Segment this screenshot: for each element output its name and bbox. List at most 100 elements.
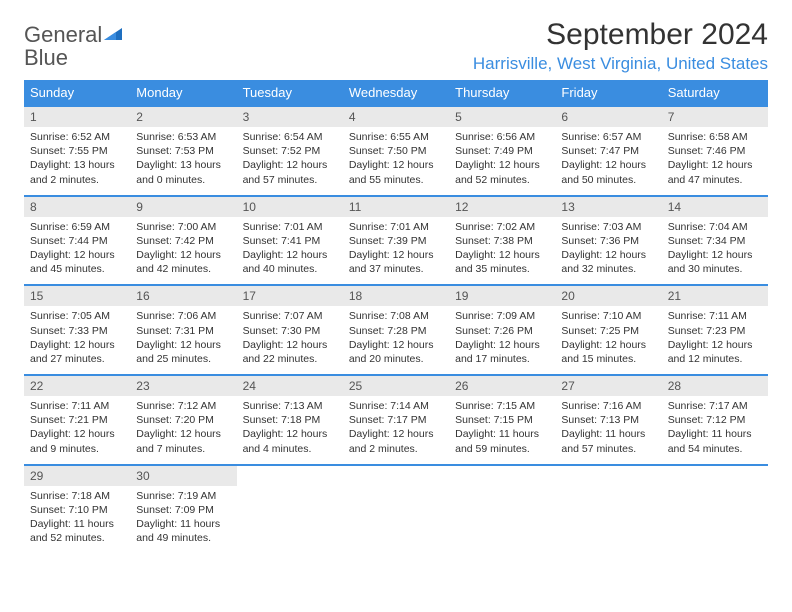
day-content-cell: Sunrise: 7:00 AMSunset: 7:42 PMDaylight:… — [130, 217, 236, 285]
daylight-line: Daylight: 13 hours and 2 minutes. — [30, 158, 124, 186]
daylight-line: Daylight: 12 hours and 52 minutes. — [455, 158, 549, 186]
daylight-line: Daylight: 12 hours and 2 minutes. — [349, 427, 443, 455]
day-content-cell: Sunrise: 7:19 AMSunset: 7:09 PMDaylight:… — [130, 486, 236, 554]
day-number-cell: 29 — [24, 464, 130, 486]
daylight-line: Daylight: 12 hours and 15 minutes. — [561, 338, 655, 366]
sunset-line: Sunset: 7:41 PM — [243, 234, 337, 248]
sunset-line: Sunset: 7:34 PM — [668, 234, 762, 248]
sunrise-value: 7:02 AM — [497, 221, 536, 233]
day-number-cell: 25 — [343, 374, 449, 396]
sunset-value: 7:42 PM — [175, 235, 214, 247]
sunrise-line: Sunrise: 7:13 AM — [243, 399, 337, 413]
sunrise-label: Sunrise: — [30, 310, 69, 322]
sunrise-label: Sunrise: — [30, 131, 69, 143]
daylight-line: Daylight: 12 hours and 47 minutes. — [668, 158, 762, 186]
header: General Blue September 2024 Harrisville,… — [24, 18, 768, 74]
sunset-line: Sunset: 7:46 PM — [668, 144, 762, 158]
day-number-cell: 12 — [449, 195, 555, 217]
day-content-row: Sunrise: 6:52 AMSunset: 7:55 PMDaylight:… — [24, 127, 768, 195]
sunset-label: Sunset: — [136, 325, 172, 337]
daylight-label: Daylight: — [561, 249, 602, 261]
daylight-label: Daylight: — [668, 249, 709, 261]
sunrise-value: 6:53 AM — [178, 131, 217, 143]
daylight-line: Daylight: 11 hours and 57 minutes. — [561, 427, 655, 455]
daylight-label: Daylight: — [243, 339, 284, 351]
sunrise-line: Sunrise: 6:52 AM — [30, 130, 124, 144]
sunrise-label: Sunrise: — [668, 131, 707, 143]
logo-text-1: General — [24, 22, 102, 47]
sunset-value: 7:28 PM — [387, 325, 426, 337]
sunset-label: Sunset: — [668, 325, 704, 337]
sunrise-value: 7:15 AM — [497, 400, 536, 412]
day-number-cell: 8 — [24, 195, 130, 217]
daylight-line: Daylight: 12 hours and 20 minutes. — [349, 338, 443, 366]
day-content-cell — [449, 486, 555, 554]
daylight-line: Daylight: 12 hours and 55 minutes. — [349, 158, 443, 186]
day-content-cell — [343, 486, 449, 554]
sunrise-label: Sunrise: — [243, 131, 282, 143]
sunset-value: 7:49 PM — [494, 145, 533, 157]
day-number: 21 — [668, 289, 681, 303]
day-number: 24 — [243, 379, 256, 393]
sunrise-line: Sunrise: 7:01 AM — [243, 220, 337, 234]
day-number-cell — [662, 464, 768, 486]
day-content-row: Sunrise: 7:11 AMSunset: 7:21 PMDaylight:… — [24, 396, 768, 464]
sunrise-label: Sunrise: — [136, 221, 175, 233]
day-number-row: 891011121314 — [24, 195, 768, 217]
day-number-cell: 11 — [343, 195, 449, 217]
sunrise-value: 7:05 AM — [71, 310, 110, 322]
day-number: 5 — [455, 110, 462, 124]
daylight-label: Daylight: — [136, 339, 177, 351]
daylight-label: Daylight: — [455, 339, 496, 351]
sunset-line: Sunset: 7:12 PM — [668, 413, 762, 427]
sunrise-value: 7:03 AM — [603, 221, 642, 233]
weekday-header: Tuesday — [237, 80, 343, 105]
daylight-label: Daylight: — [243, 428, 284, 440]
sunset-label: Sunset: — [243, 325, 279, 337]
sunset-label: Sunset: — [668, 145, 704, 157]
sunrise-label: Sunrise: — [349, 400, 388, 412]
daylight-line: Daylight: 12 hours and 35 minutes. — [455, 248, 549, 276]
sunrise-label: Sunrise: — [455, 400, 494, 412]
sunset-label: Sunset: — [30, 504, 66, 516]
day-content-cell: Sunrise: 6:56 AMSunset: 7:49 PMDaylight:… — [449, 127, 555, 195]
sunset-label: Sunset: — [136, 145, 172, 157]
sunrise-value: 6:56 AM — [497, 131, 536, 143]
daylight-line: Daylight: 12 hours and 7 minutes. — [136, 427, 230, 455]
sunrise-value: 7:07 AM — [284, 310, 323, 322]
daylight-label: Daylight: — [136, 249, 177, 261]
daylight-line: Daylight: 11 hours and 59 minutes. — [455, 427, 549, 455]
sunrise-line: Sunrise: 6:55 AM — [349, 130, 443, 144]
sunrise-line: Sunrise: 7:09 AM — [455, 309, 549, 323]
daylight-line: Daylight: 11 hours and 52 minutes. — [30, 517, 124, 545]
sunset-label: Sunset: — [349, 325, 385, 337]
sunset-label: Sunset: — [349, 235, 385, 247]
sunrise-line: Sunrise: 7:03 AM — [561, 220, 655, 234]
sunrise-value: 7:13 AM — [284, 400, 323, 412]
day-content-cell: Sunrise: 7:11 AMSunset: 7:23 PMDaylight:… — [662, 306, 768, 374]
daylight-line: Daylight: 12 hours and 22 minutes. — [243, 338, 337, 366]
daylight-line: Daylight: 12 hours and 25 minutes. — [136, 338, 230, 366]
day-content-cell: Sunrise: 7:08 AMSunset: 7:28 PMDaylight:… — [343, 306, 449, 374]
day-number: 19 — [455, 289, 468, 303]
sunset-value: 7:47 PM — [600, 145, 639, 157]
weekday-header: Friday — [555, 80, 661, 105]
sunrise-line: Sunrise: 7:11 AM — [668, 309, 762, 323]
sunrise-line: Sunrise: 6:54 AM — [243, 130, 337, 144]
day-number: 30 — [136, 469, 149, 483]
daylight-line: Daylight: 12 hours and 57 minutes. — [243, 158, 337, 186]
sunrise-line: Sunrise: 7:14 AM — [349, 399, 443, 413]
day-content-cell: Sunrise: 7:09 AMSunset: 7:26 PMDaylight:… — [449, 306, 555, 374]
daylight-label: Daylight: — [30, 249, 71, 261]
sunrise-label: Sunrise: — [668, 310, 707, 322]
sunset-value: 7:36 PM — [600, 235, 639, 247]
sunrise-line: Sunrise: 7:06 AM — [136, 309, 230, 323]
day-number-cell: 5 — [449, 105, 555, 127]
sunrise-value: 7:18 AM — [71, 490, 110, 502]
sunrise-value: 7:09 AM — [497, 310, 536, 322]
day-number-row: 15161718192021 — [24, 284, 768, 306]
day-number-cell: 30 — [130, 464, 236, 486]
sunrise-label: Sunrise: — [136, 490, 175, 502]
sunrise-value: 7:17 AM — [709, 400, 748, 412]
daylight-line: Daylight: 12 hours and 17 minutes. — [455, 338, 549, 366]
